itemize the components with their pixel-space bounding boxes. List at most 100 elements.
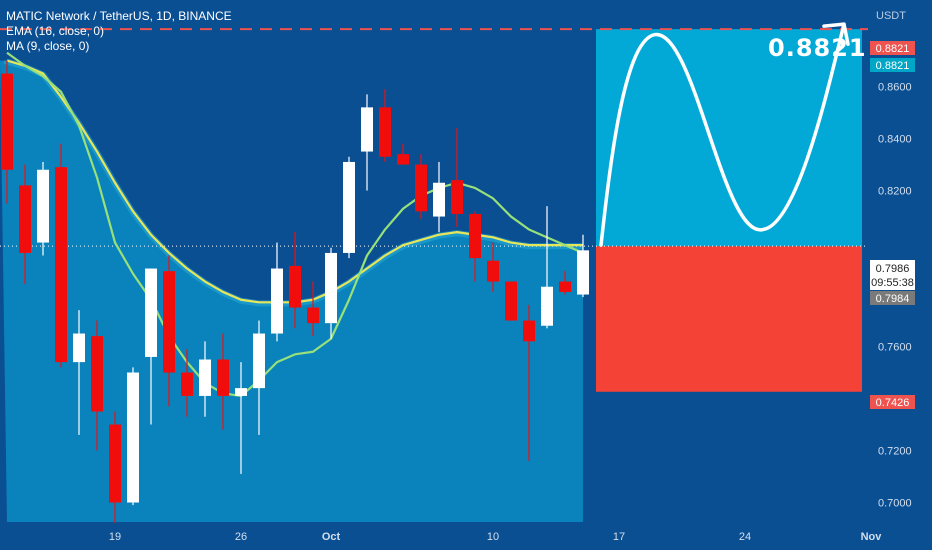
time-tick-label: 24 <box>739 531 751 543</box>
candle[interactable] <box>253 320 265 435</box>
chart-legend: MATIC Network / TetherUS, 1D, BINANCE EM… <box>6 9 232 54</box>
profit-zone[interactable] <box>596 29 862 247</box>
candle[interactable] <box>415 154 427 220</box>
candle-body <box>397 154 409 165</box>
candle-body <box>271 268 283 334</box>
candle[interactable] <box>325 247 337 339</box>
candle-body <box>523 320 535 342</box>
candle[interactable] <box>505 281 517 321</box>
candle-body <box>37 169 49 243</box>
candle-body <box>163 271 175 373</box>
candle[interactable] <box>1 60 13 204</box>
ma-line <box>6 51 584 398</box>
candle-body <box>505 281 517 321</box>
price-tick-label: 0.7600 <box>878 342 912 354</box>
candle-body <box>433 182 445 217</box>
candle[interactable] <box>289 232 301 329</box>
candle[interactable] <box>55 143 67 368</box>
candle-body <box>109 424 121 503</box>
candle[interactable] <box>451 128 463 227</box>
ema-legend-label: EMA (16, close, 0) <box>6 24 105 38</box>
candle[interactable] <box>217 333 229 430</box>
candle-body <box>127 372 139 503</box>
candle-body <box>451 180 463 214</box>
candle[interactable] <box>109 411 121 524</box>
candle[interactable] <box>397 143 409 165</box>
candle[interactable] <box>19 164 31 285</box>
candle-body <box>577 250 589 295</box>
candle[interactable] <box>127 367 139 506</box>
candle[interactable] <box>37 161 49 256</box>
candle-body <box>541 286 553 326</box>
candle-body <box>217 359 229 396</box>
ma-legend-label: MA (9, close, 0) <box>6 39 90 53</box>
candle[interactable] <box>163 255 175 407</box>
projection-path <box>599 22 850 247</box>
candle[interactable] <box>91 320 103 451</box>
last-price-tag <box>870 260 915 290</box>
time-axis-strip <box>0 523 932 550</box>
time-tick-label: 19 <box>109 531 121 543</box>
ema-area-fill <box>0 60 583 523</box>
currency-label: USDT <box>876 10 906 22</box>
candle[interactable] <box>73 310 85 435</box>
countdown-text: 09:55:38 <box>871 277 914 289</box>
candle-body <box>1 73 13 170</box>
candle[interactable] <box>271 242 283 342</box>
candle-body <box>487 260 499 282</box>
prev-close-text: 0.7984 <box>876 293 910 305</box>
price-tick-label: 0.8400 <box>878 134 912 146</box>
price-tick-label: 0.8600 <box>878 82 912 94</box>
candle[interactable] <box>523 304 535 461</box>
candle-body <box>73 333 85 363</box>
time-tick-label: 26 <box>235 531 247 543</box>
candle-body <box>325 252 337 324</box>
time-axis[interactable]: 19 26 Oct 10 17 24 Nov <box>0 523 932 550</box>
candle[interactable] <box>541 206 553 329</box>
stop-tag-text: 0.7426 <box>876 397 910 409</box>
candle[interactable] <box>577 234 589 298</box>
prev-close-tag <box>870 291 915 305</box>
candle-body <box>469 213 481 259</box>
candle-body <box>289 265 301 308</box>
candle[interactable] <box>235 362 247 474</box>
candle[interactable] <box>559 271 571 295</box>
candle-body <box>145 268 157 357</box>
candle-body <box>235 388 247 396</box>
price-tick-label: 0.8200 <box>878 186 912 198</box>
target-tag-cyan-text: 0.8821 <box>876 60 910 72</box>
projection-curve <box>599 22 846 247</box>
candle-body <box>379 107 391 157</box>
last-price-text: 0.7986 <box>876 263 910 275</box>
time-tick-label: 10 <box>487 531 499 543</box>
candle[interactable] <box>145 268 157 425</box>
candle[interactable] <box>433 161 445 233</box>
candles[interactable] <box>1 60 589 524</box>
price-tick-label: 0.7200 <box>878 446 912 458</box>
stop-tag <box>870 395 915 409</box>
candle[interactable] <box>199 341 211 417</box>
candle[interactable] <box>487 242 499 292</box>
candle-body <box>91 336 103 412</box>
candle[interactable] <box>343 156 355 259</box>
candle[interactable] <box>361 94 373 191</box>
candle-body <box>253 333 265 389</box>
loss-zone[interactable] <box>596 246 862 392</box>
target-tag-cyan <box>870 58 915 72</box>
symbol-title: MATIC Network / TetherUS, 1D, BINANCE <box>6 9 232 23</box>
candle-body <box>55 167 67 363</box>
time-tick-label: Oct <box>322 531 341 543</box>
candle-body <box>559 281 571 292</box>
candle[interactable] <box>469 211 481 282</box>
target-tag-red-text: 0.8821 <box>876 43 910 55</box>
candle[interactable] <box>379 89 391 162</box>
time-tick-label: 17 <box>613 531 625 543</box>
candle-body <box>343 161 355 253</box>
time-tick-label: Nov <box>861 531 883 543</box>
candle[interactable] <box>307 281 319 337</box>
candle[interactable] <box>181 349 193 417</box>
candle-body <box>361 107 373 152</box>
candle-body <box>415 164 427 212</box>
